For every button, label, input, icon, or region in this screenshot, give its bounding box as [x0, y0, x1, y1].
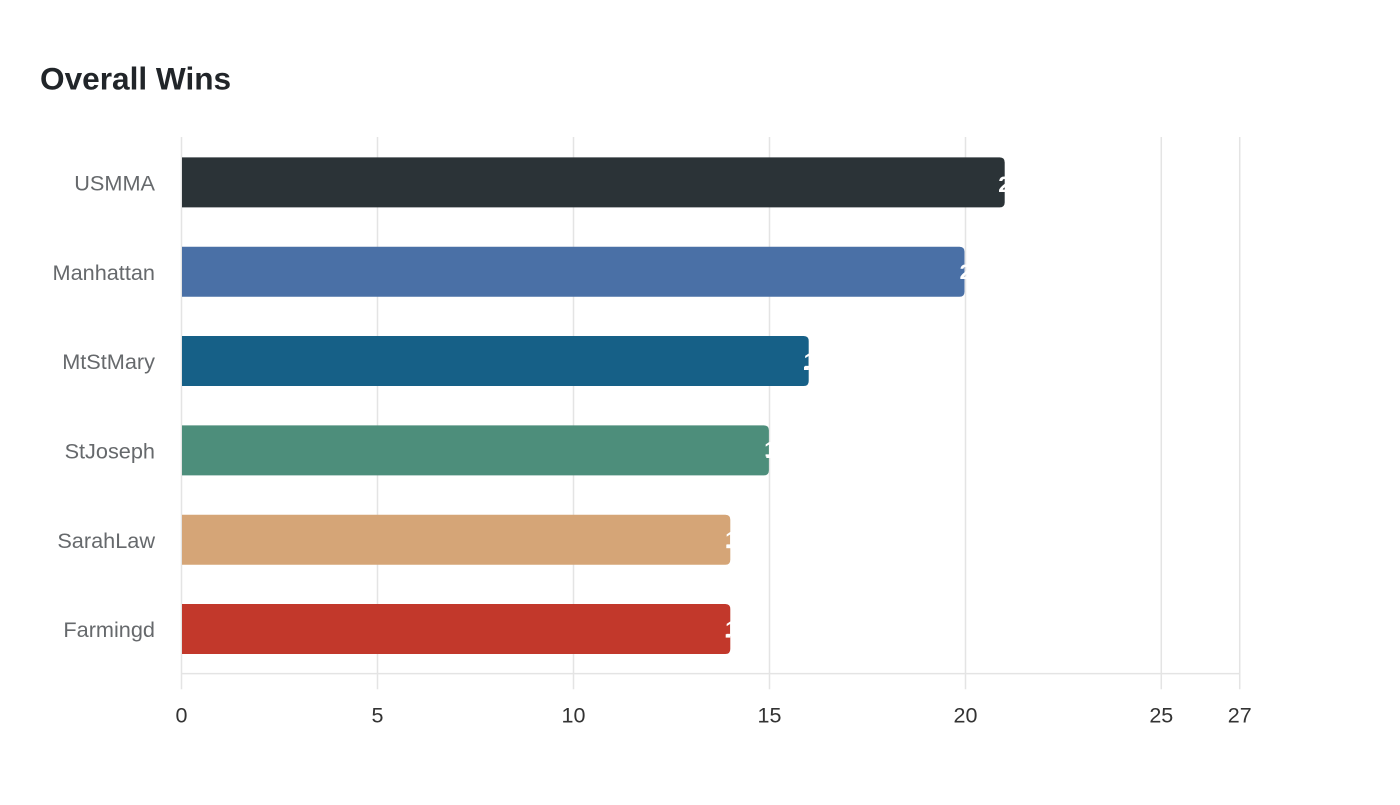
svg-text:15: 15 — [758, 704, 782, 728]
svg-text:14: 14 — [725, 618, 749, 641]
svg-text:10: 10 — [562, 704, 586, 728]
svg-text:0: 0 — [176, 704, 188, 728]
svg-text:21: 21 — [998, 172, 1023, 197]
svg-text:27: 27 — [1228, 704, 1252, 728]
svg-text:20: 20 — [960, 261, 983, 284]
svg-text:SarahLaw: SarahLaw — [57, 528, 155, 553]
svg-text:Manhattan: Manhattan — [53, 260, 156, 285]
svg-text:USMMA: USMMA — [74, 171, 155, 196]
svg-text:14: 14 — [725, 529, 749, 552]
svg-text:Overall Wins: Overall Wins — [40, 61, 231, 97]
svg-text:15: 15 — [764, 439, 788, 462]
svg-text:16: 16 — [804, 350, 827, 373]
svg-text:Farmingd: Farmingd — [63, 617, 155, 642]
svg-text:MtStMary: MtStMary — [62, 349, 155, 374]
svg-text:5: 5 — [372, 704, 384, 728]
svg-text:StJoseph: StJoseph — [65, 439, 155, 464]
svg-text:25: 25 — [1149, 704, 1173, 728]
svg-text:20: 20 — [954, 704, 978, 728]
